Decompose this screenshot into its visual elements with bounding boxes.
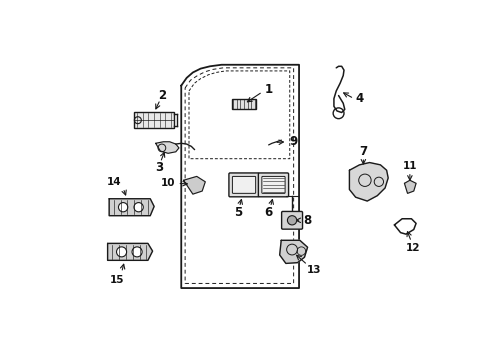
Circle shape bbox=[134, 203, 143, 212]
Circle shape bbox=[287, 216, 296, 225]
Circle shape bbox=[132, 247, 142, 257]
Text: 12: 12 bbox=[405, 243, 419, 253]
Polygon shape bbox=[107, 243, 152, 260]
Polygon shape bbox=[183, 176, 205, 194]
Text: 2: 2 bbox=[158, 89, 165, 102]
Text: 9: 9 bbox=[289, 135, 297, 148]
Text: 3: 3 bbox=[154, 161, 163, 175]
Polygon shape bbox=[279, 240, 307, 264]
Bar bbox=[231, 99, 256, 109]
FancyBboxPatch shape bbox=[228, 173, 259, 197]
Text: 11: 11 bbox=[402, 161, 416, 171]
FancyBboxPatch shape bbox=[232, 176, 255, 193]
Bar bbox=[134, 112, 174, 128]
Text: 14: 14 bbox=[106, 177, 121, 187]
FancyBboxPatch shape bbox=[261, 176, 285, 193]
Text: 13: 13 bbox=[306, 265, 320, 275]
Circle shape bbox=[118, 203, 127, 212]
Polygon shape bbox=[349, 163, 387, 201]
Polygon shape bbox=[404, 180, 415, 193]
Text: 1: 1 bbox=[264, 83, 272, 96]
FancyBboxPatch shape bbox=[281, 211, 302, 229]
Polygon shape bbox=[155, 142, 179, 153]
Text: 10: 10 bbox=[161, 178, 175, 188]
Text: 7: 7 bbox=[359, 145, 366, 158]
Text: 5: 5 bbox=[233, 206, 242, 219]
Text: 8: 8 bbox=[303, 214, 311, 227]
Text: 6: 6 bbox=[264, 206, 272, 219]
Polygon shape bbox=[109, 199, 154, 216]
Text: 15: 15 bbox=[109, 275, 124, 285]
Circle shape bbox=[116, 247, 126, 257]
Text: 4: 4 bbox=[355, 92, 363, 105]
FancyBboxPatch shape bbox=[258, 173, 288, 197]
